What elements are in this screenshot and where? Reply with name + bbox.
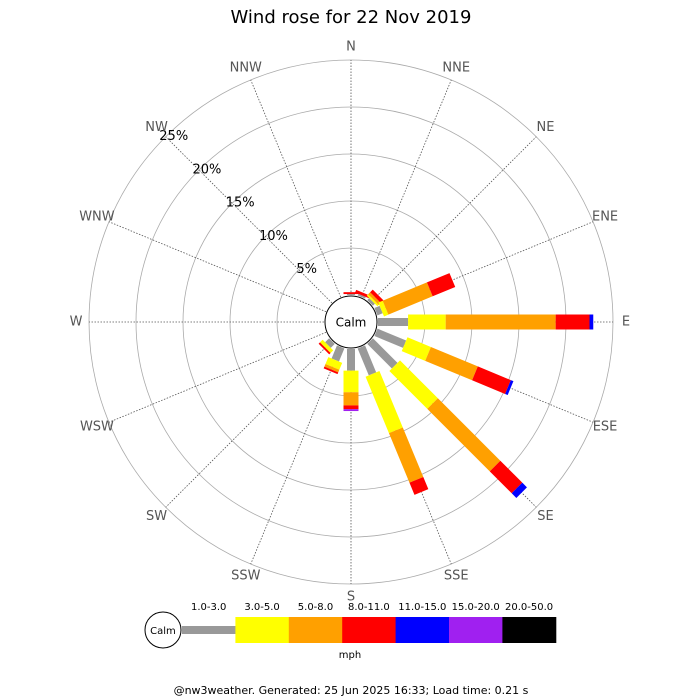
bar-segment xyxy=(323,366,339,375)
spoke xyxy=(369,136,537,304)
bar-segment xyxy=(489,460,523,494)
legend-calm-circle xyxy=(144,611,182,649)
bar-segment xyxy=(388,427,424,483)
direction-label: ENE xyxy=(592,209,618,224)
bar-segment xyxy=(319,339,334,354)
direction-label: ESE xyxy=(593,420,618,435)
legend-swatch xyxy=(449,617,503,643)
bar-segment xyxy=(331,345,345,362)
legend-title: mph xyxy=(339,650,361,661)
bar-segment xyxy=(325,357,343,370)
bar-segment xyxy=(357,345,377,376)
bar-segment xyxy=(367,298,375,306)
calm-circle xyxy=(324,295,378,349)
bar-segment xyxy=(366,294,379,307)
direction-label: S xyxy=(347,590,355,605)
direction-label: NW xyxy=(145,120,168,135)
calm-label: Calm xyxy=(336,316,367,330)
legend-swatch xyxy=(288,617,343,643)
bar-segment xyxy=(374,328,407,348)
r-tick-label: 15% xyxy=(226,196,255,211)
legend-swatch xyxy=(182,626,236,634)
bar-segment xyxy=(318,342,331,355)
bar-segment xyxy=(505,380,514,396)
bar-segment xyxy=(426,273,456,297)
legend-label: 20.0-50.0 xyxy=(505,602,553,613)
bar-segment xyxy=(374,305,383,316)
legend-label: 1.0-3.0 xyxy=(191,602,226,613)
bar-segment xyxy=(389,360,438,409)
r-tick-label: 10% xyxy=(259,229,288,244)
legend-swatch xyxy=(342,617,397,643)
bar-segment xyxy=(472,366,511,394)
bar-segment xyxy=(511,482,527,498)
direction-label: E xyxy=(622,315,630,330)
spoke xyxy=(108,221,327,313)
legend-label: 3.0-5.0 xyxy=(244,602,279,613)
bar-segment xyxy=(378,300,389,317)
direction-label: W xyxy=(70,315,83,330)
bar-segment xyxy=(357,293,366,299)
legend-label: 15.0-20.0 xyxy=(452,602,500,613)
spoke xyxy=(250,346,342,565)
bar-segment xyxy=(365,370,403,434)
direction-label: NE xyxy=(536,120,554,135)
spoke xyxy=(250,79,342,298)
r-tick-label: 25% xyxy=(159,129,188,144)
direction-label: WSW xyxy=(80,420,114,435)
legend-label: 8.0-11.0 xyxy=(348,602,390,613)
bar-segment xyxy=(325,338,335,348)
direction-label: SSW xyxy=(231,569,261,584)
footer: @nw3weather. Generated: 25 Jun 2025 16:3… xyxy=(174,684,529,697)
legend-swatch xyxy=(235,617,290,643)
spoke xyxy=(165,340,333,508)
chart-title: Wind rose for 22 Nov 2019 xyxy=(231,7,472,28)
bar-segment xyxy=(382,282,433,315)
r-tick-label: 20% xyxy=(193,162,222,177)
bar-segment xyxy=(370,289,384,303)
spoke xyxy=(165,136,333,304)
direction-label: N xyxy=(346,40,356,55)
bar-segment xyxy=(368,292,381,305)
bar-segment xyxy=(427,398,501,472)
direction-label: NNE xyxy=(442,60,470,75)
legend-calm-label: Calm xyxy=(150,626,176,637)
legend-swatch xyxy=(502,617,557,643)
direction-label: SW xyxy=(146,509,167,524)
direction-label: WNW xyxy=(79,209,115,224)
direction-label: SSE xyxy=(444,569,469,584)
bar-segment xyxy=(367,338,398,369)
bar-segment xyxy=(324,364,340,373)
direction-label: NNW xyxy=(230,60,262,75)
legend-label: 5.0-8.0 xyxy=(298,602,333,613)
legend-label: 11.0-15.0 xyxy=(398,602,446,613)
bar-segment xyxy=(425,346,478,381)
bar-segment xyxy=(401,337,431,361)
bar-segment xyxy=(355,289,371,299)
spoke xyxy=(360,79,452,298)
bar-segment xyxy=(409,476,429,495)
direction-label: SE xyxy=(537,509,553,524)
spoke xyxy=(108,331,327,423)
r-tick-label: 5% xyxy=(296,262,317,277)
legend-swatch xyxy=(395,617,450,643)
